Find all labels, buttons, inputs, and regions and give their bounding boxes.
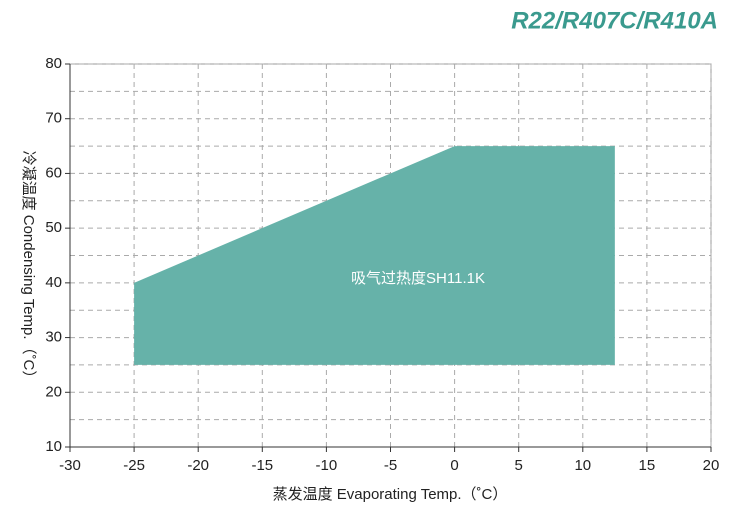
x-axis-label: 蒸发温度 Evaporating Temp.（˚C） <box>273 486 508 503</box>
y-axis-label: 冷凝温度 Condensing Temp.（˚C） <box>20 151 37 386</box>
envelope-area <box>134 146 615 365</box>
x-tick-label: -15 <box>251 457 273 474</box>
x-tick-label: 5 <box>515 457 523 474</box>
y-tick-label: 20 <box>45 383 62 400</box>
x-tick-label: -25 <box>123 457 145 474</box>
y-tick-label: 70 <box>45 110 62 127</box>
y-tick-label: 40 <box>45 274 62 291</box>
x-tick-label: 15 <box>639 457 656 474</box>
x-tick-label: 20 <box>703 457 720 474</box>
y-tick-label: 50 <box>45 219 62 236</box>
y-tick-label: 10 <box>45 438 62 455</box>
annotation: 吸气过热度SH11.1K <box>351 270 485 287</box>
x-tick-label: -10 <box>316 457 338 474</box>
chart-title: R22/R407C/R410A <box>511 7 718 34</box>
x-tick-label: 10 <box>574 457 591 474</box>
x-tick-label: 0 <box>450 457 458 474</box>
x-tick-label: -30 <box>59 457 81 474</box>
x-tick-label: -20 <box>187 457 209 474</box>
y-tick-label: 60 <box>45 164 62 181</box>
x-tick-label: -5 <box>384 457 397 474</box>
y-tick-label: 80 <box>45 55 62 72</box>
y-tick-label: 30 <box>45 329 62 346</box>
